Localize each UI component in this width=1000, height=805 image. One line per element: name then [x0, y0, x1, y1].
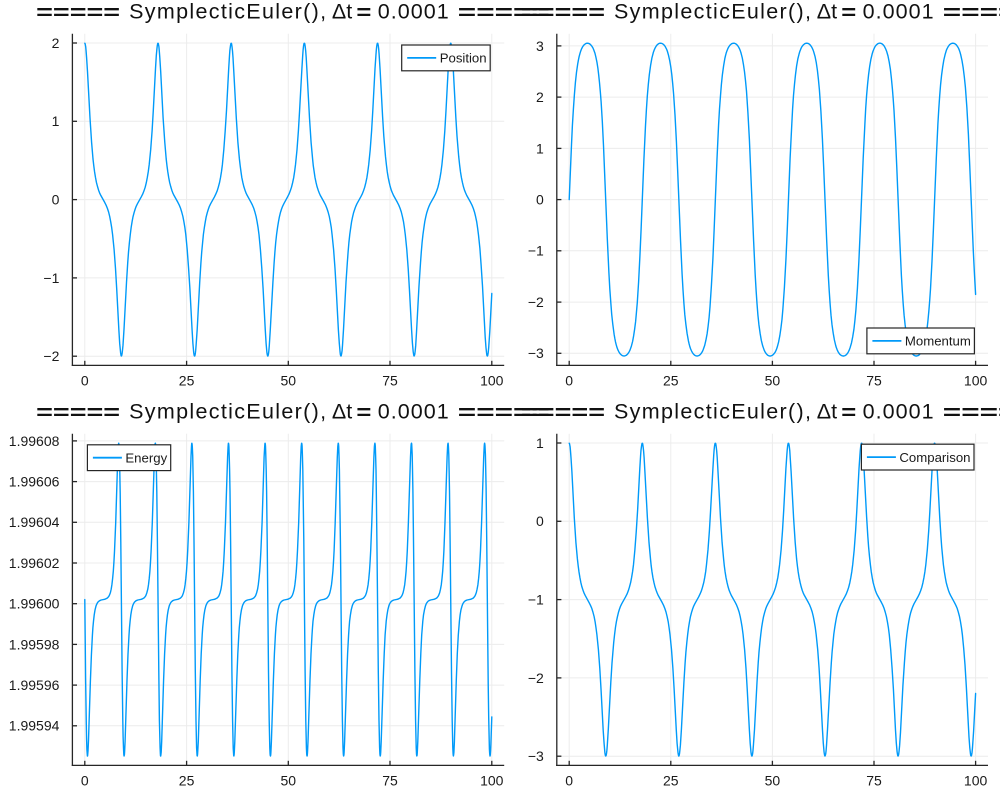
svg-text:0: 0: [536, 192, 544, 208]
svg-text:0: 0: [565, 373, 573, 389]
svg-text:1.99600: 1.99600: [9, 596, 60, 612]
svg-text:2: 2: [52, 35, 60, 51]
svg-text:=====SymplecticEuler(),Δt=0.00: =====SymplecticEuler(),Δt=0.0001=====: [521, 0, 1000, 25]
svg-text:75: 75: [382, 373, 398, 389]
svg-text:1.99606: 1.99606: [9, 474, 60, 490]
svg-text:2: 2: [536, 89, 544, 105]
svg-text:0: 0: [81, 773, 89, 789]
svg-text:Position: Position: [440, 51, 487, 66]
svg-text:1: 1: [52, 113, 60, 129]
svg-text:0: 0: [565, 773, 573, 789]
svg-text:0: 0: [536, 513, 544, 529]
svg-text:1.99608: 1.99608: [9, 433, 60, 449]
svg-text:75: 75: [866, 373, 882, 389]
svg-text:Comparison: Comparison: [899, 450, 970, 465]
svg-text:100: 100: [964, 373, 988, 389]
svg-text:=====SymplecticEuler(),Δt=0.00: =====SymplecticEuler(),Δt=0.0001=====: [521, 399, 1000, 424]
svg-text:−3: −3: [528, 345, 544, 361]
svg-text:Momentum: Momentum: [905, 334, 971, 349]
svg-text:50: 50: [765, 773, 781, 789]
svg-text:50: 50: [281, 373, 297, 389]
svg-text:25: 25: [179, 373, 195, 389]
svg-text:100: 100: [964, 773, 988, 789]
svg-text:−1: −1: [528, 592, 544, 608]
svg-text:0: 0: [81, 373, 89, 389]
svg-text:50: 50: [765, 373, 781, 389]
svg-text:100: 100: [480, 773, 504, 789]
svg-text:1.99598: 1.99598: [9, 636, 60, 652]
svg-text:−1: −1: [43, 270, 59, 286]
svg-text:75: 75: [866, 773, 882, 789]
svg-text:−1: −1: [528, 243, 544, 259]
svg-text:1: 1: [536, 435, 544, 451]
svg-text:0: 0: [52, 192, 60, 208]
svg-text:75: 75: [382, 773, 398, 789]
svg-text:−3: −3: [528, 748, 544, 764]
svg-text:=====SymplecticEuler(),Δt=0.00: =====SymplecticEuler(),Δt=0.0001=====: [36, 399, 550, 424]
svg-text:−2: −2: [528, 294, 544, 310]
svg-text:100: 100: [480, 373, 504, 389]
svg-text:1.99594: 1.99594: [9, 718, 60, 734]
svg-text:3: 3: [536, 38, 544, 54]
svg-text:Energy: Energy: [125, 450, 167, 465]
svg-text:50: 50: [281, 773, 297, 789]
svg-text:1.99596: 1.99596: [9, 677, 60, 693]
svg-text:=====SymplecticEuler(),Δt=0.00: =====SymplecticEuler(),Δt=0.0001=====: [36, 0, 550, 25]
svg-text:−2: −2: [528, 670, 544, 686]
svg-text:−2: −2: [43, 348, 59, 364]
svg-text:25: 25: [663, 373, 679, 389]
svg-text:25: 25: [663, 773, 679, 789]
svg-text:1: 1: [536, 140, 544, 156]
svg-text:1.99604: 1.99604: [9, 514, 60, 530]
svg-text:25: 25: [179, 773, 195, 789]
svg-text:1.99602: 1.99602: [9, 555, 60, 571]
